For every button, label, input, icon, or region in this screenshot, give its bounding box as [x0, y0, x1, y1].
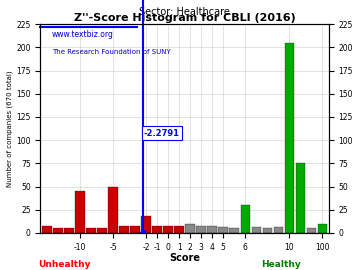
- X-axis label: Score: Score: [169, 253, 200, 263]
- Bar: [229, 228, 239, 233]
- Bar: [175, 225, 184, 233]
- Bar: [252, 227, 261, 233]
- Bar: [219, 227, 228, 233]
- Bar: [307, 228, 316, 233]
- Bar: [64, 228, 74, 233]
- Bar: [53, 228, 63, 233]
- Bar: [108, 187, 118, 233]
- Text: The Research Foundation of SUNY: The Research Foundation of SUNY: [52, 49, 171, 55]
- Bar: [262, 228, 272, 233]
- Text: -2.2791: -2.2791: [144, 129, 180, 137]
- Bar: [75, 191, 85, 233]
- Bar: [240, 205, 250, 233]
- Bar: [141, 216, 151, 233]
- Text: www.textbiz.org: www.textbiz.org: [52, 31, 114, 39]
- Title: Z''-Score Histogram for CBLI (2016): Z''-Score Histogram for CBLI (2016): [74, 14, 296, 23]
- Bar: [130, 225, 140, 233]
- Bar: [42, 225, 52, 233]
- Bar: [296, 163, 305, 233]
- Text: Sector: Healthcare: Sector: Healthcare: [139, 7, 230, 17]
- Bar: [207, 227, 217, 233]
- Bar: [120, 225, 129, 233]
- Text: Unhealthy: Unhealthy: [39, 260, 91, 269]
- Bar: [274, 227, 283, 233]
- Bar: [86, 228, 96, 233]
- Bar: [197, 225, 206, 233]
- Bar: [185, 224, 195, 233]
- Text: Healthy: Healthy: [261, 260, 301, 269]
- Bar: [163, 225, 173, 233]
- Bar: [284, 43, 294, 233]
- Bar: [152, 225, 162, 233]
- Bar: [318, 224, 327, 233]
- Bar: [98, 228, 107, 233]
- Y-axis label: Number of companies (670 total): Number of companies (670 total): [7, 70, 13, 187]
